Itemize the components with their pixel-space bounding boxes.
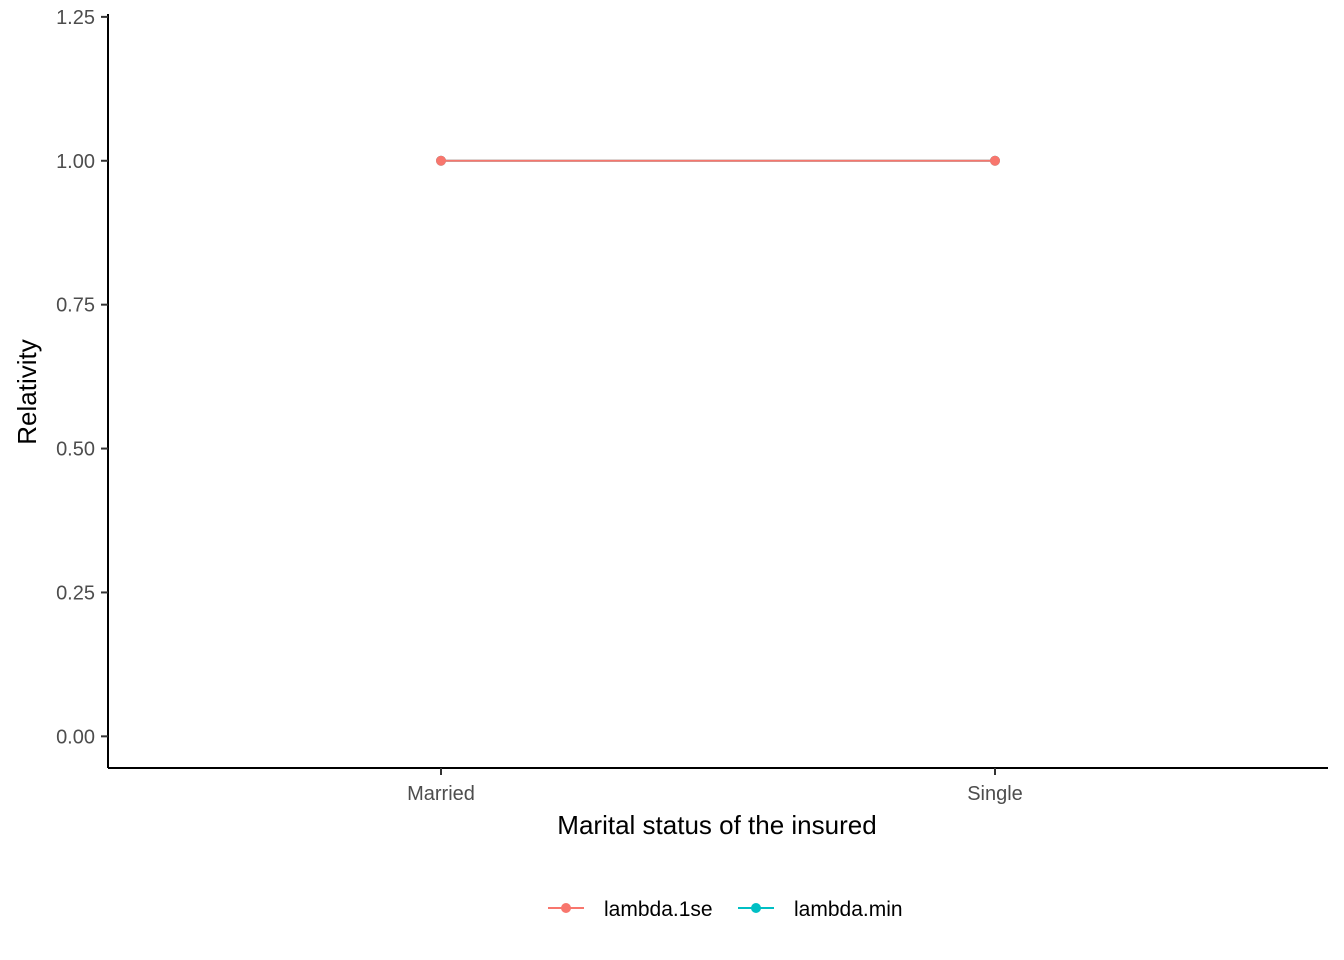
y-axis-ticks: 0.00 0.25 0.50 0.75 1.00 1.25 (56, 7, 108, 748)
y-tick-label: 0.75 (56, 295, 95, 317)
axes (107, 14, 1328, 769)
x-axis-title: Marital status of the insured (557, 810, 876, 840)
y-tick-label: 0.00 (56, 726, 95, 748)
legend-item-lambda-min: lambda.min (738, 898, 903, 921)
x-tick-label: Single (967, 783, 1023, 805)
legend-label: lambda.1se (604, 898, 713, 921)
legend-item-lambda-1se: lambda.1se (548, 898, 713, 921)
legend: lambda.1se lambda.min (548, 898, 903, 921)
y-tick-label: 0.50 (56, 439, 95, 461)
y-tick-label: 1.00 (56, 151, 95, 173)
x-tick-label: Married (407, 783, 475, 805)
y-axis-title: Relativity (12, 339, 42, 444)
data-point (990, 155, 1000, 166)
legend-key-point (751, 903, 761, 913)
legend-key-point (561, 903, 571, 913)
y-tick-label: 0.25 (56, 582, 95, 604)
series-layer (436, 155, 1000, 166)
data-point (436, 155, 446, 166)
y-tick-label: 1.25 (56, 7, 95, 29)
series-lambda-1se (436, 155, 1000, 166)
legend-label: lambda.min (794, 898, 903, 921)
x-axis-ticks: Married Single (407, 768, 1023, 805)
